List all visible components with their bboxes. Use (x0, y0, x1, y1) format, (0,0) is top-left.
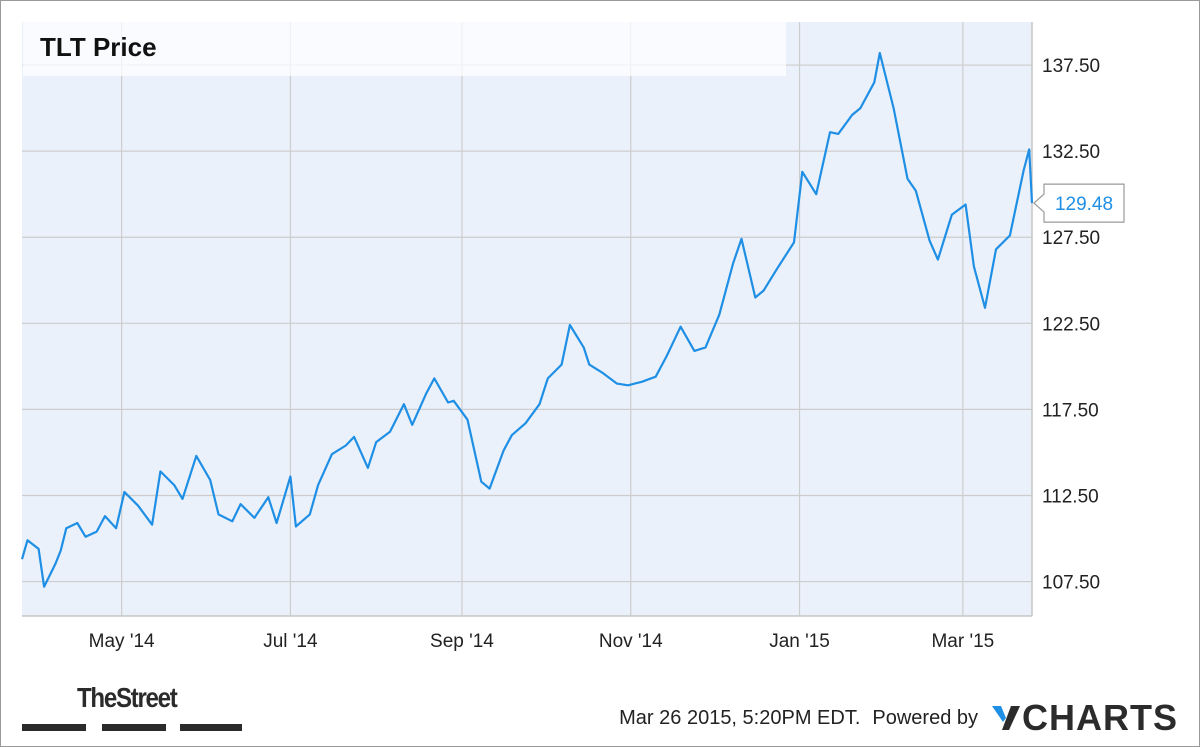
x-tick-label: Jul '14 (263, 631, 318, 652)
chart-title: TLT Price (40, 32, 157, 62)
title-background (23, 22, 786, 76)
y-tick-label: 132.50 (1042, 142, 1100, 163)
x-tick-label: Jan '15 (769, 631, 830, 652)
plot-area (22, 22, 1032, 616)
x-tick-label: Nov '14 (599, 631, 663, 652)
grid-lines (22, 22, 1032, 616)
logo-bar (22, 724, 86, 731)
ycharts-y-icon (992, 706, 1020, 730)
logo-bar (180, 724, 242, 731)
thestreet-logo-text: TheStreet (77, 682, 178, 713)
y-tick-label: 117.50 (1042, 400, 1099, 421)
last-value-label: 129.48 (1055, 194, 1113, 215)
timestamp: Mar 26 2015, 5:20PM EDT. (619, 706, 861, 729)
powered-by-label: Powered by (872, 706, 978, 729)
y-tick-label: 122.50 (1042, 314, 1100, 335)
x-tick-label: May '14 (89, 631, 155, 652)
y-tick-label: 107.50 (1042, 573, 1100, 594)
thestreet-logo: TheStreet (22, 680, 247, 740)
series-line (20, 51, 1034, 588)
y-tick-labels: 107.50 112.50 117.50 122.50 127.50 132.50 137.… (1042, 56, 1100, 594)
x-tick-label: Mar '15 (931, 631, 994, 652)
chart-footer: Mar 26 2015, 5:20PM EDT. Powered by CHAR… (619, 697, 1178, 739)
last-value-callout: 129.48 (1033, 183, 1125, 223)
y-tick-label: 112.50 (1042, 486, 1099, 507)
series-layer (20, 51, 1034, 588)
ycharts-logo: CHARTS (990, 697, 1178, 739)
ycharts-logo-text: CHARTS (1022, 697, 1178, 738)
x-tick-labels: May '14 Jul '14 Sep '14 Nov '14 Jan '15 Mar '… (89, 631, 995, 652)
y-tick-label: 137.50 (1042, 56, 1100, 77)
x-tick-label: Sep '14 (430, 631, 494, 652)
y-tick-label: 127.50 (1042, 228, 1100, 249)
logo-bar (102, 724, 166, 731)
last-value-box (1033, 183, 1125, 223)
